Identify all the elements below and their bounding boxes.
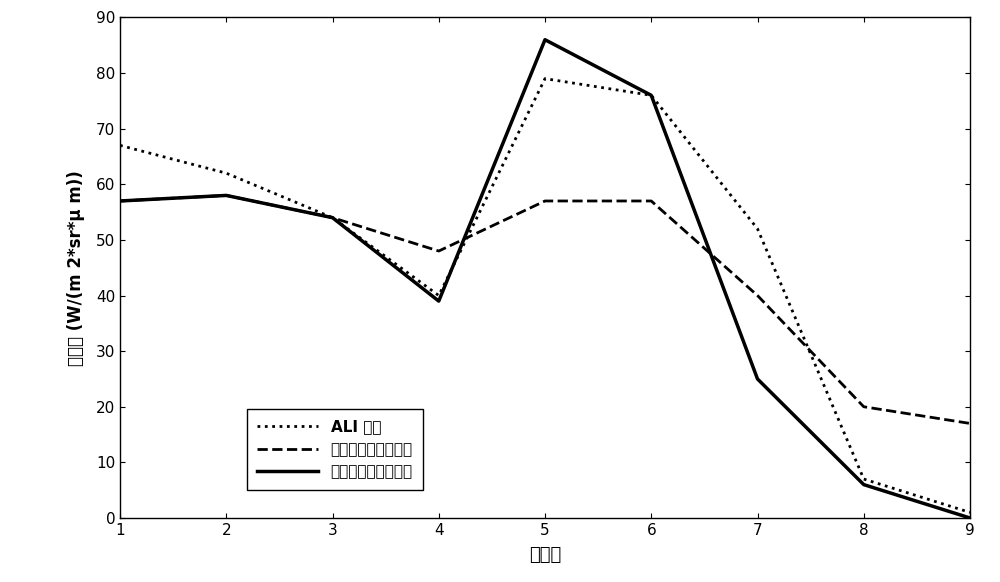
ALI 光谱 xyxy=(220,170,232,177)
加权平均法模拟光谱 xyxy=(645,197,657,204)
加权平均法模拟光谱 xyxy=(114,197,126,204)
ALI 光谱 xyxy=(539,75,551,82)
本发明方法模拟光谱 xyxy=(964,514,976,521)
本发明方法模拟光谱 xyxy=(752,375,764,382)
本发明方法模拟光谱 xyxy=(326,214,338,221)
本发明方法模拟光谱 xyxy=(645,92,657,99)
Legend: ALI 光谱, 加权平均法模拟光谱, 本发明方法模拟光谱: ALI 光谱, 加权平均法模拟光谱, 本发明方法模拟光谱 xyxy=(247,409,423,490)
ALI 光谱 xyxy=(114,142,126,149)
加权平均法模拟光谱 xyxy=(433,247,445,254)
ALI 光谱 xyxy=(326,214,338,221)
ALI 光谱 xyxy=(433,292,445,299)
Line: 加权平均法模拟光谱: 加权平均法模拟光谱 xyxy=(120,196,970,424)
加权平均法模拟光谱 xyxy=(964,420,976,427)
加权平均法模拟光谱 xyxy=(326,214,338,221)
ALI 光谱 xyxy=(645,92,657,99)
本发明方法模拟光谱 xyxy=(858,481,870,488)
X-axis label: 波段号: 波段号 xyxy=(529,546,561,564)
ALI 光谱 xyxy=(752,225,764,232)
Y-axis label: 辐亮度 (W/(m 2*sr*μ m)): 辐亮度 (W/(m 2*sr*μ m)) xyxy=(67,170,85,365)
本发明方法模拟光谱 xyxy=(433,297,445,304)
加权平均法模拟光谱 xyxy=(539,197,551,204)
本发明方法模拟光谱 xyxy=(539,36,551,43)
Line: 本发明方法模拟光谱: 本发明方法模拟光谱 xyxy=(120,40,970,518)
本发明方法模拟光谱 xyxy=(220,192,232,199)
ALI 光谱 xyxy=(964,509,976,516)
加权平均法模拟光谱 xyxy=(220,192,232,199)
本发明方法模拟光谱 xyxy=(114,197,126,204)
Line: ALI 光谱: ALI 光谱 xyxy=(120,79,970,512)
加权平均法模拟光谱 xyxy=(858,403,870,410)
加权平均法模拟光谱 xyxy=(752,292,764,299)
ALI 光谱 xyxy=(858,475,870,482)
